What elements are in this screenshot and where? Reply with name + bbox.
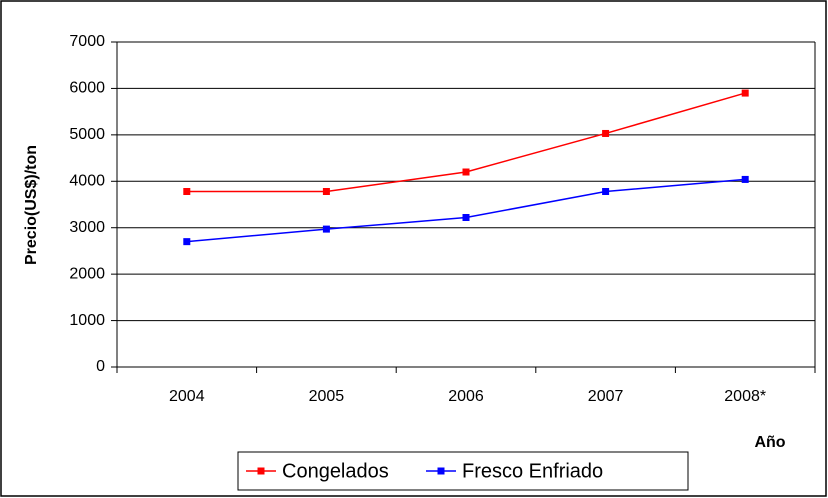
x-axis-label: Año	[754, 434, 785, 451]
x-tick-label: 2005	[309, 388, 345, 405]
legend-marker	[257, 467, 265, 475]
y-tick-label: 4000	[69, 173, 105, 190]
series-marker	[462, 168, 470, 176]
series-marker	[741, 89, 749, 97]
series-marker	[602, 188, 610, 195]
x-tick-label: 2007	[588, 388, 624, 405]
y-tick-label: 2000	[69, 265, 105, 282]
series-marker	[462, 214, 470, 221]
series-marker	[183, 238, 191, 246]
legend-label: Congelados	[282, 460, 389, 482]
legend-box	[237, 451, 689, 491]
y-tick-label: 0	[96, 358, 105, 375]
x-tick-label: 2006	[448, 388, 484, 405]
series-marker	[183, 188, 191, 195]
x-tick-label: 2008*	[724, 388, 766, 405]
legend-marker	[437, 467, 445, 475]
y-tick-label: 1000	[69, 312, 105, 329]
y-tick-label: 6000	[69, 80, 105, 97]
y-axis-label: Precio(US$)/ton	[23, 145, 40, 265]
y-tick-label: 3000	[69, 219, 105, 236]
series-marker	[741, 175, 749, 183]
y-tick-label: 7000	[69, 33, 105, 50]
series-marker	[322, 225, 330, 233]
x-tick-label: 2004	[169, 388, 205, 405]
series-marker	[602, 129, 610, 137]
series-marker	[322, 188, 330, 195]
y-tick-label: 5000	[69, 126, 105, 143]
legend-label: Fresco Enfriado	[462, 460, 603, 482]
